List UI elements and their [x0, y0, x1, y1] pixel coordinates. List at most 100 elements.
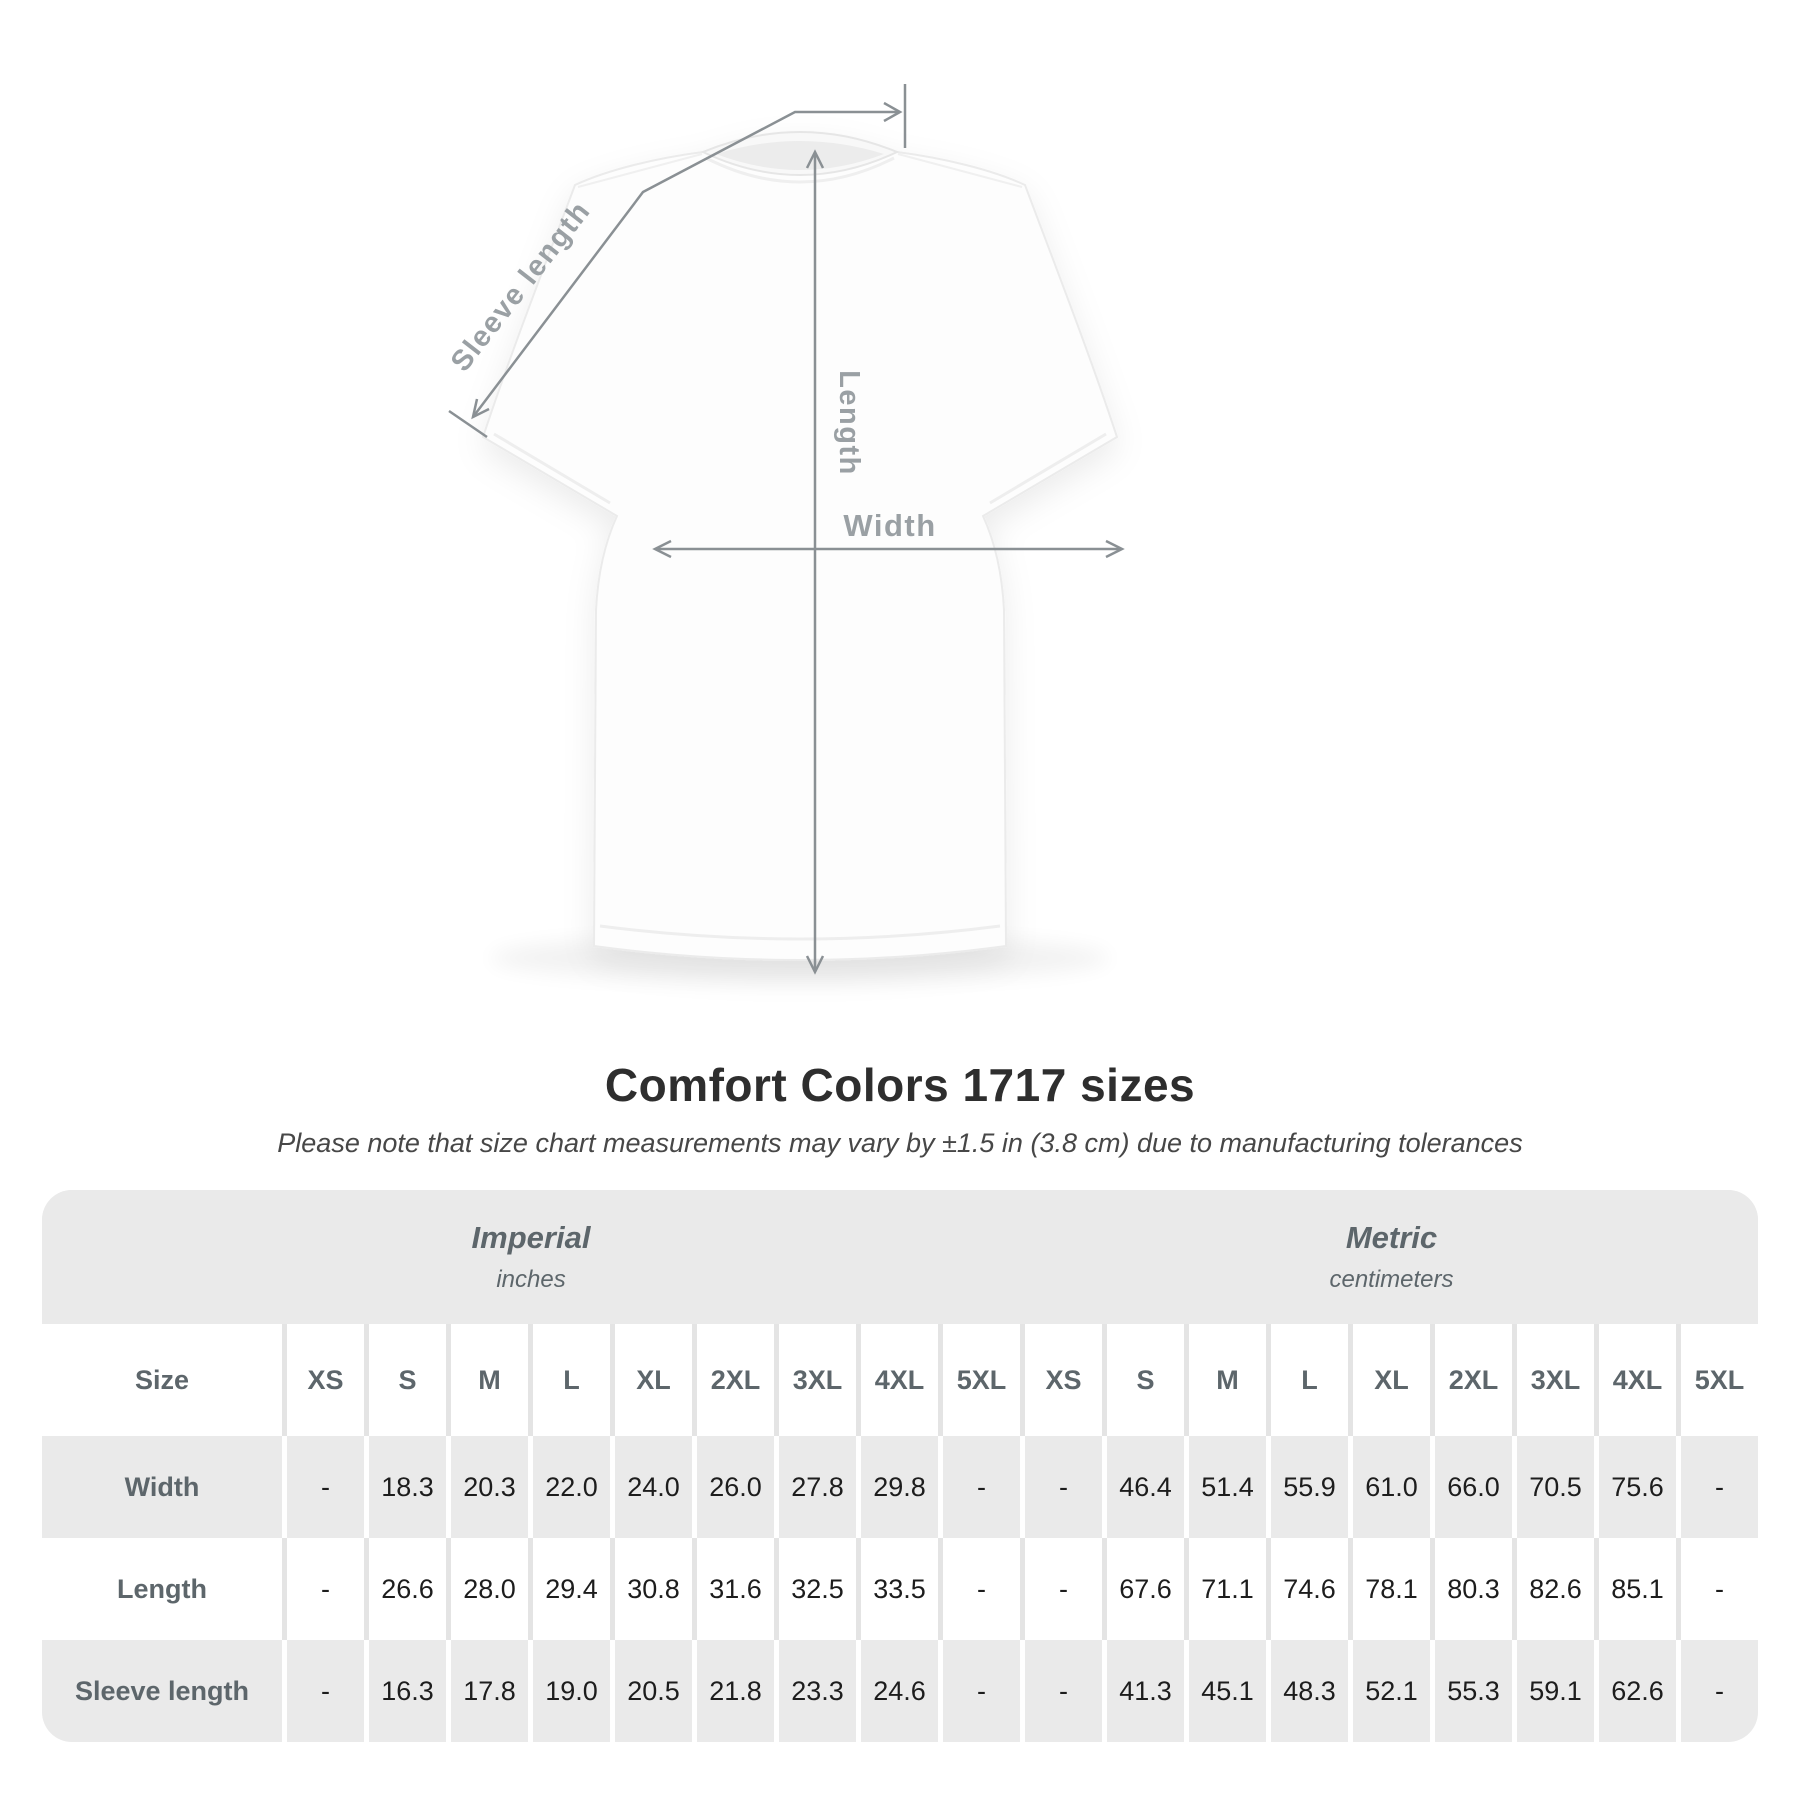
size-col-header: M: [1189, 1324, 1266, 1436]
metric-title: Metric: [1345, 1220, 1438, 1255]
size-value-cell: 24.6: [861, 1640, 938, 1742]
tshirt-measurement-diagram: Sleeve length Length Width: [445, 84, 1125, 982]
size-col-header: XL: [615, 1324, 692, 1436]
size-header-row: Size XS S M L XL 2XL 3XL 4XL 5XL XS S M …: [42, 1324, 1758, 1436]
size-col-header: 4XL: [1599, 1324, 1676, 1436]
size-value-cell: -: [943, 1538, 1020, 1640]
size-value-cell: 18.3: [369, 1436, 446, 1538]
size-value-cell: 51.4: [1189, 1436, 1266, 1538]
size-value-cell: 23.3: [779, 1640, 856, 1742]
table-row-sleeve-length: Sleeve length - 16.3 17.8 19.0 20.5 21.8…: [42, 1640, 1758, 1742]
size-value-cell: 67.6: [1107, 1538, 1184, 1640]
size-value-cell: 31.6: [697, 1538, 774, 1640]
size-value-cell: -: [1025, 1640, 1102, 1742]
size-value-cell: 30.8: [615, 1538, 692, 1640]
size-value-cell: 74.6: [1271, 1538, 1348, 1640]
size-value-cell: 59.1: [1517, 1640, 1594, 1742]
size-col-header: 2XL: [1435, 1324, 1512, 1436]
size-col-header: S: [369, 1324, 446, 1436]
size-chart-table: Imperial inches Metric centimeters Size …: [42, 1190, 1758, 1742]
imperial-unit: inches: [496, 1266, 566, 1293]
title-block: Comfort Colors 1717 sizes Please note th…: [0, 1058, 1800, 1159]
size-value-cell: 26.0: [697, 1436, 774, 1538]
size-value-cell: -: [1681, 1640, 1758, 1742]
size-col-header: L: [533, 1324, 610, 1436]
tshirt-shape: [481, 132, 1119, 961]
size-value-cell: 55.3: [1435, 1640, 1512, 1742]
size-value-cell: 29.8: [861, 1436, 938, 1538]
row-label: Sleeve length: [42, 1640, 282, 1742]
size-value-cell: 85.1: [1599, 1538, 1676, 1640]
size-value-cell: 28.0: [451, 1538, 528, 1640]
size-value-cell: 20.5: [615, 1640, 692, 1742]
size-value-cell: -: [1681, 1436, 1758, 1538]
size-value-cell: -: [1681, 1538, 1758, 1640]
collar-stitch: [705, 156, 895, 184]
size-value-cell: 71.1: [1189, 1538, 1266, 1640]
imperial-title: Imperial: [471, 1220, 591, 1255]
size-value-cell: -: [287, 1538, 364, 1640]
size-value-cell: 20.3: [451, 1436, 528, 1538]
size-value-cell: 33.5: [861, 1538, 938, 1640]
size-value-cell: 27.8: [779, 1436, 856, 1538]
page-title: Comfort Colors 1717 sizes: [604, 1059, 1196, 1111]
size-col-header: XL: [1353, 1324, 1430, 1436]
size-col-header: 2XL: [697, 1324, 774, 1436]
row-label: Length: [42, 1538, 282, 1640]
size-value-cell: 80.3: [1435, 1538, 1512, 1640]
table-row-length: Length - 26.6 28.0 29.4 30.8 31.6 32.5 3…: [42, 1538, 1758, 1640]
size-value-cell: 26.6: [369, 1538, 446, 1640]
tolerance-note: Please note that size chart measurements…: [277, 1128, 1523, 1158]
unit-header-row: Imperial inches Metric centimeters: [42, 1190, 1758, 1324]
size-col-header: 4XL: [861, 1324, 938, 1436]
row-label: Width: [42, 1436, 282, 1538]
metric-header: Metric centimeters: [1025, 1190, 1758, 1324]
size-value-cell: 21.8: [697, 1640, 774, 1742]
size-col-header: 3XL: [1517, 1324, 1594, 1436]
left-cuff-stitch: [493, 432, 611, 505]
size-value-cell: 75.6: [1599, 1436, 1676, 1538]
left-shoulder-seam: [577, 153, 703, 188]
width-arrow: [652, 539, 1125, 559]
size-value-cell: 17.8: [451, 1640, 528, 1742]
size-value-cell: 41.3: [1107, 1640, 1184, 1742]
size-value-cell: 45.1: [1189, 1640, 1266, 1742]
size-value-cell: 48.3: [1271, 1640, 1348, 1742]
size-value-cell: -: [1025, 1538, 1102, 1640]
size-col-header: XS: [287, 1324, 364, 1436]
size-value-cell: 82.6: [1517, 1538, 1594, 1640]
size-value-cell: 55.9: [1271, 1436, 1348, 1538]
size-value-cell: -: [287, 1640, 364, 1742]
size-value-cell: 66.0: [1435, 1436, 1512, 1538]
size-col-header: 3XL: [779, 1324, 856, 1436]
size-value-cell: -: [287, 1436, 364, 1538]
size-value-cell: 61.0: [1353, 1436, 1430, 1538]
size-value-cell: -: [943, 1436, 1020, 1538]
sleeve-length-arrow: [448, 84, 907, 439]
table-row-width: Width - 18.3 20.3 22.0 24.0 26.0 27.8 29…: [42, 1436, 1758, 1538]
tshirt-diagram-svg: Sleeve length Length Width: [445, 84, 1125, 982]
size-col-header: S: [1107, 1324, 1184, 1436]
size-value-cell: 22.0: [533, 1436, 610, 1538]
size-col-header: 5XL: [943, 1324, 1020, 1436]
right-cuff-stitch: [989, 432, 1107, 505]
width-label: Width: [843, 508, 936, 543]
size-value-cell: 24.0: [615, 1436, 692, 1538]
imperial-header: Imperial inches: [42, 1190, 1020, 1324]
size-value-cell: 16.3: [369, 1640, 446, 1742]
hem-stitch: [599, 924, 1001, 941]
size-value-cell: 62.6: [1599, 1640, 1676, 1742]
size-value-cell: 52.1: [1353, 1640, 1430, 1742]
size-value-cell: 29.4: [533, 1538, 610, 1640]
collar-inner-shadow: [716, 141, 884, 170]
size-value-cell: 46.4: [1107, 1436, 1184, 1538]
size-value-cell: 32.5: [779, 1538, 856, 1640]
size-col-header: L: [1271, 1324, 1348, 1436]
size-col-header: M: [451, 1324, 528, 1436]
size-col-header: 5XL: [1681, 1324, 1758, 1436]
right-shoulder-seam: [897, 153, 1023, 188]
size-value-cell: 19.0: [533, 1640, 610, 1742]
metric-unit: centimeters: [1329, 1266, 1454, 1293]
size-value-cell: 78.1: [1353, 1538, 1430, 1640]
